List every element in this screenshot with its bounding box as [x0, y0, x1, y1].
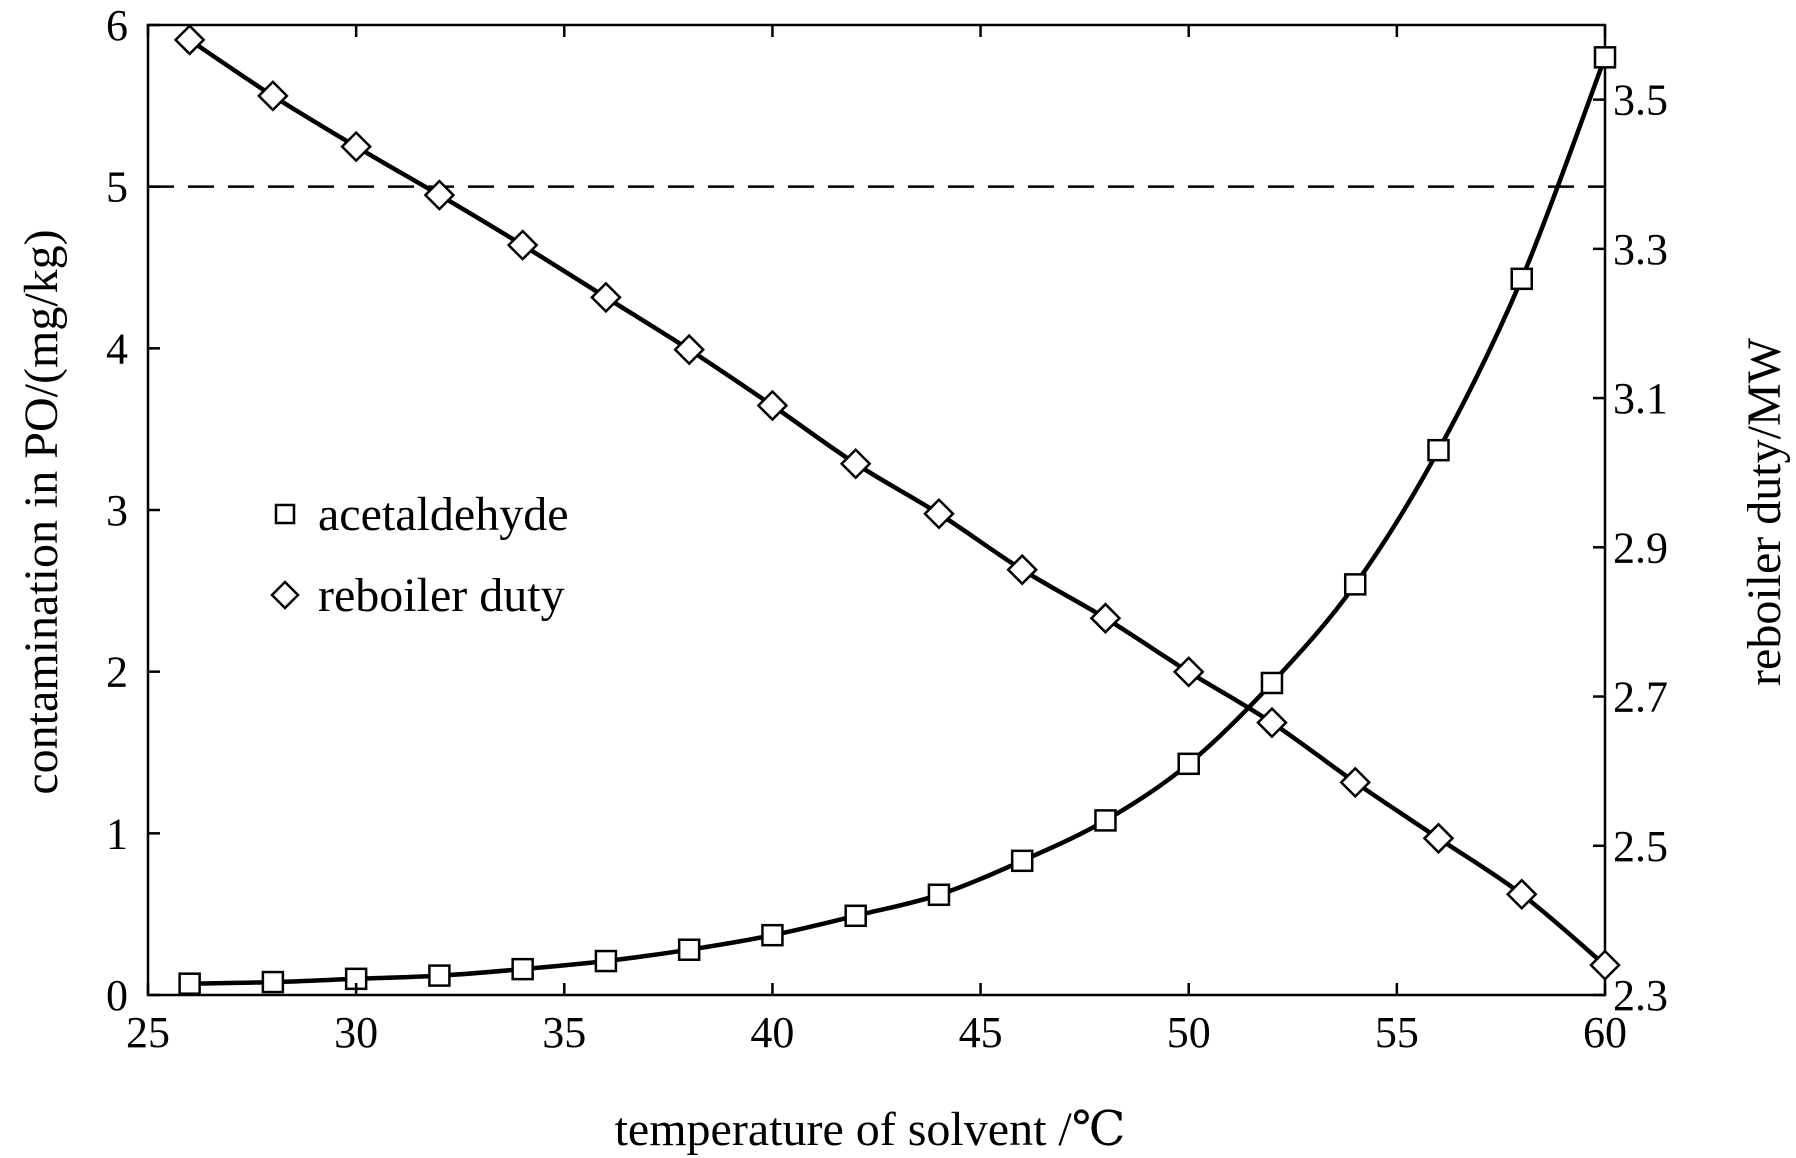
x-tick-label: 45 — [959, 1008, 1003, 1057]
legend-diamond-marker — [270, 580, 300, 610]
y-left-tick-label: 2 — [106, 648, 128, 697]
x-axis-title: temperature of solvent /℃ — [615, 1103, 1126, 1156]
y-left-tick-label: 0 — [106, 971, 128, 1020]
data-point-acetaldehyde — [1260, 671, 1284, 695]
x-tick-label: 50 — [1167, 1008, 1211, 1057]
y-left-tick-label: 6 — [106, 1, 128, 50]
data-point-acetaldehyde — [1510, 267, 1533, 291]
data-point-reboiler-duty — [590, 281, 622, 314]
data-point-reboiler-duty — [1339, 766, 1371, 799]
data-point-acetaldehyde — [1593, 46, 1617, 69]
data-point-reboiler-duty — [1422, 822, 1455, 855]
data-point-reboiler-duty — [1256, 706, 1288, 739]
data-point-reboiler-duty — [839, 447, 872, 480]
data-point-acetaldehyde — [178, 972, 201, 995]
data-point-reboiler-duty — [340, 130, 372, 163]
y-right-tick-label: 3.1 — [1613, 374, 1668, 423]
x-tick-label: 60 — [1583, 1008, 1627, 1057]
data-point-acetaldehyde — [428, 964, 451, 987]
data-point-reboiler-duty — [423, 179, 456, 211]
data-point-acetaldehyde — [927, 883, 951, 907]
axis-ticks — [146, 23, 1607, 997]
data-point-acetaldehyde — [594, 949, 618, 973]
y-right-tick-label: 2.9 — [1613, 523, 1668, 572]
y-left-tick-label: 4 — [106, 324, 128, 373]
data-point-reboiler-duty — [1006, 553, 1038, 586]
y-right-tick-label: 3.3 — [1613, 225, 1668, 274]
tick-labels: 25 30 35 40 45 50 55 6001234562.32.52.72.93.13.… — [106, 1, 1668, 1057]
x-tick-label: 35 — [542, 1008, 586, 1057]
data-point-reboiler-duty — [1505, 878, 1538, 911]
y-right-tick-label: 2.3 — [1613, 971, 1668, 1020]
y-left-tick-label: 1 — [106, 809, 128, 858]
data-point-reboiler-duty — [1089, 602, 1122, 634]
data-point-acetaldehyde — [1094, 809, 1117, 832]
y-left-tick-label: 3 — [106, 486, 128, 535]
data-point-acetaldehyde — [761, 923, 784, 947]
x-tick-label: 40 — [750, 1008, 794, 1057]
data-point-reboiler-duty — [1589, 949, 1621, 981]
data-point-reboiler-duty — [923, 497, 955, 530]
data-point-reboiler-duty — [173, 24, 206, 56]
data-point-acetaldehyde — [511, 957, 534, 981]
data-point-reboiler-duty — [673, 333, 705, 366]
legend-label-reboiler-duty: reboiler duty — [318, 569, 565, 622]
y-right-tick-label: 2.5 — [1613, 822, 1668, 871]
legend-label-acetaldehyde: acetaldehyde — [318, 488, 569, 541]
x-tick-label: 30 — [334, 1008, 378, 1057]
series-markers — [173, 24, 1621, 995]
y-right-tick-label: 3.5 — [1613, 76, 1668, 125]
data-point-acetaldehyde — [677, 938, 701, 961]
x-tick-label: 55 — [1375, 1008, 1419, 1057]
x-tick-label: 25 — [126, 1008, 170, 1057]
data-point-acetaldehyde — [1343, 573, 1367, 596]
data-point-reboiler-duty — [1172, 656, 1205, 688]
legend-square-marker — [274, 503, 296, 525]
data-point-reboiler-duty — [756, 389, 789, 422]
data-point-acetaldehyde — [1177, 752, 1200, 776]
y-right-tick-label: 2.7 — [1613, 673, 1668, 722]
y-axis-right-title: reboiler duty/MW — [1738, 337, 1791, 686]
data-point-acetaldehyde — [844, 904, 867, 928]
y-left-tick-label: 5 — [106, 163, 128, 212]
legend: acetaldehyde reboiler duty — [270, 488, 569, 622]
data-point-acetaldehyde — [1427, 438, 1450, 462]
data-point-acetaldehyde — [1010, 849, 1034, 873]
data-point-acetaldehyde — [261, 970, 285, 994]
data-point-reboiler-duty — [506, 229, 539, 261]
data-point-reboiler-duty — [257, 80, 289, 112]
y-axis-left-title: contamination in PO/(mg/kg) — [15, 229, 68, 794]
